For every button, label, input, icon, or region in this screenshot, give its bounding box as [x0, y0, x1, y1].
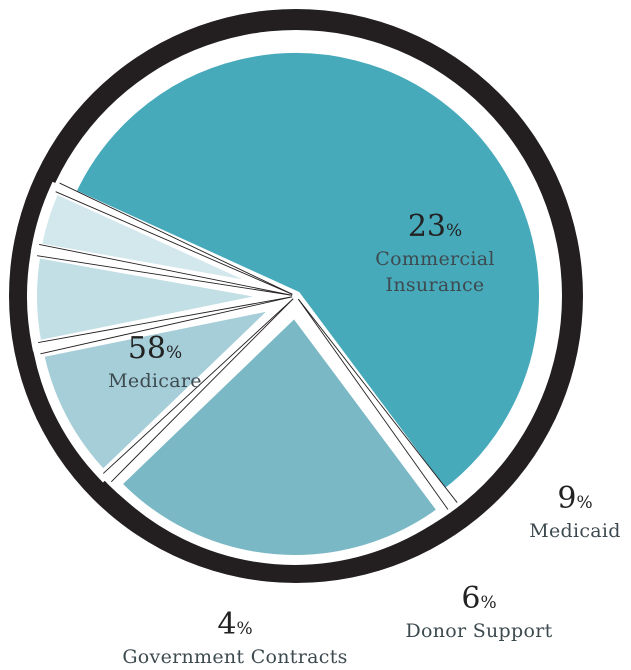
pct-medicare: 58%	[127, 331, 183, 366]
name-commercial-line2: Insurance	[385, 274, 485, 296]
slice-divider-line	[59, 182, 293, 295]
slice-divider-line	[38, 296, 293, 344]
slice-divider-line	[110, 298, 294, 483]
pie-slice-medicaid	[32, 295, 298, 483]
pct-commercial-insurance: 23%	[407, 209, 463, 244]
slice-divider-line	[37, 255, 293, 296]
label-medicaid: 9% Medicaid	[520, 484, 630, 544]
name-commercial-line1: Commercial	[375, 248, 495, 270]
name-government-contracts: Government Contracts	[122, 646, 348, 668]
pct-medicaid: 9%	[557, 481, 593, 516]
slice-divider-line	[102, 298, 294, 474]
pct-government-contracts: 4%	[217, 607, 253, 642]
pie-slice-donor-support	[27, 246, 281, 352]
label-donor-support: 6% Donor Support	[394, 584, 564, 644]
pie-slice-commercial-insurance	[108, 304, 450, 565]
slice-divider-line	[298, 298, 449, 510]
name-medicaid: Medicaid	[529, 520, 621, 542]
slice-divider-line	[55, 191, 293, 295]
label-medicare: 58% Medicare	[95, 334, 215, 394]
name-medicare: Medicare	[108, 370, 202, 392]
label-government-contracts: 4% Government Contracts	[115, 610, 355, 670]
label-commercial-insurance: 23% Commercial Insurance	[360, 212, 510, 298]
pct-donor-support: 6%	[461, 581, 497, 616]
pie-slice-medicare	[63, 43, 549, 502]
slice-divider-line	[40, 296, 293, 355]
name-donor-support: Donor Support	[405, 620, 553, 642]
slice-divider-line	[298, 298, 458, 503]
slice-divider-line	[39, 243, 293, 296]
pie-slice-government-contracts	[30, 181, 283, 297]
